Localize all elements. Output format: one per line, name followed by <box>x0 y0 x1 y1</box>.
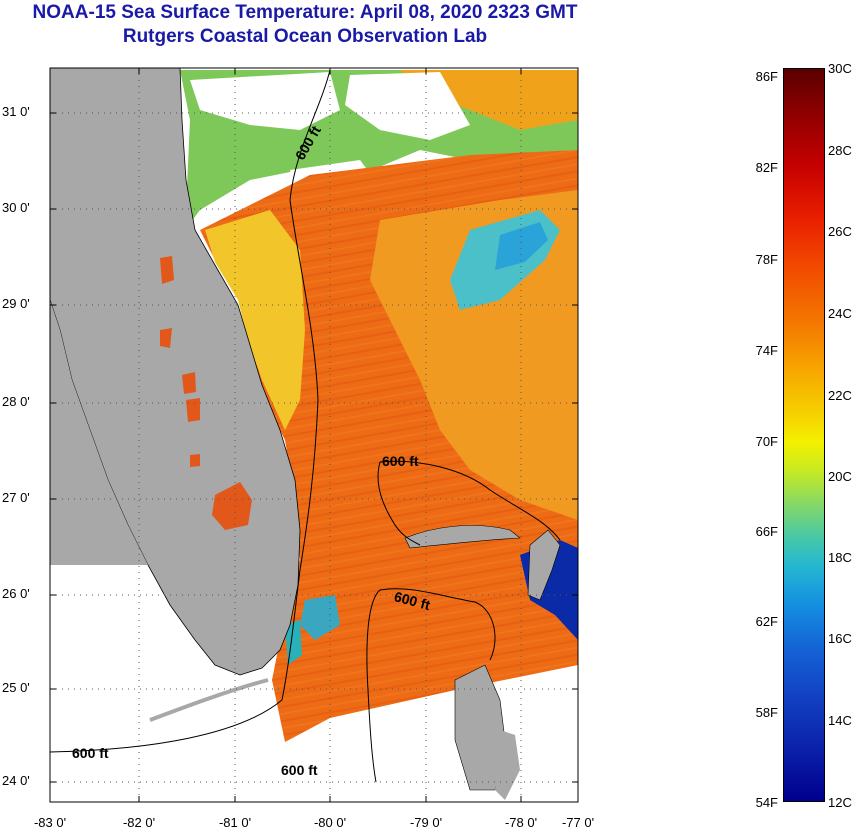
colorbar-f-78: 78F <box>755 252 778 267</box>
axis-ticks <box>50 68 578 802</box>
colorbar-f-54: 54F <box>755 795 778 810</box>
colorbar-f-62: 62F <box>755 614 778 629</box>
colorbar-f-66: 66F <box>755 524 778 539</box>
map-frame <box>49 67 579 803</box>
lat-label-29: 29 0' <box>2 296 30 311</box>
lon-label-82: -82 0' <box>122 815 156 830</box>
colorbar-c-12: 12C <box>828 795 852 810</box>
inland-lake-4 <box>186 398 200 422</box>
lat-label-24: 24 0' <box>2 773 30 788</box>
inland-lake-3 <box>182 372 196 394</box>
northern-cloud-patch-2 <box>345 72 470 140</box>
inland-lake-2 <box>160 328 172 348</box>
lat-label-30: 30 0' <box>2 200 30 215</box>
lat-label-27: 27 0' <box>2 490 30 505</box>
colorbar-f-82: 82F <box>755 160 778 175</box>
inland-lake-5 <box>190 454 200 467</box>
inland-lake-1 <box>160 256 174 284</box>
colorbar-f-58: 58F <box>755 705 778 720</box>
andros-south <box>495 730 520 800</box>
map-subtitle: Rutgers Coastal Ocean Observation Lab <box>122 26 488 47</box>
lake-okeechobee <box>212 482 252 530</box>
colorbar-c-26: 26C <box>828 224 852 239</box>
grand-bahama <box>404 525 521 549</box>
map-title: NOAA-15 Sea Surface Temperature: April 0… <box>32 2 578 23</box>
lon-label-81: -81 0' <box>218 815 252 830</box>
contour-label-bahamas: 600 ft <box>382 453 419 469</box>
colorbar-f-70: 70F <box>755 434 778 449</box>
colorbar-f-74: 74F <box>755 343 778 358</box>
lat-label-28: 28 0' <box>2 394 30 409</box>
colorbar-c-20: 20C <box>828 469 852 484</box>
colorbar-c-30: 30C <box>828 61 852 76</box>
lon-label-80: -80 0' <box>313 815 347 830</box>
lon-label-79: -79 0' <box>409 815 443 830</box>
lon-label-78: -78 0' <box>504 815 538 830</box>
colorbar-c-22: 22C <box>828 388 852 403</box>
cool-plume-core <box>495 222 548 270</box>
lat-label-25: 25 0' <box>2 680 30 695</box>
nearshore-yellow-band <box>205 210 305 430</box>
depth-contours <box>50 69 561 783</box>
colorbar-c-24: 24C <box>828 306 852 321</box>
contour-label-gulf: 600 ft <box>72 745 109 761</box>
temperature-colorbar <box>783 68 825 802</box>
colorbar-c-14: 14C <box>828 713 852 728</box>
lat-label-26: 26 0' <box>2 586 30 601</box>
colorbar-f-86: 86F <box>755 69 778 84</box>
contour-label-bottom: 600 ft <box>281 762 318 778</box>
miami-cool-patch <box>300 595 340 640</box>
lat-label-31: 31 0' <box>2 104 30 119</box>
abaco <box>527 529 561 601</box>
colorbar-c-16: 16C <box>828 631 852 646</box>
lon-label-83: -83 0' <box>33 815 67 830</box>
colorbar-c-28: 28C <box>828 143 852 158</box>
northern-cloud-patch <box>190 72 340 130</box>
lon-label-77: -77 0' <box>561 815 595 830</box>
florida-keys <box>149 678 269 722</box>
graticule <box>50 68 578 802</box>
colorbar-c-18: 18C <box>828 550 852 565</box>
